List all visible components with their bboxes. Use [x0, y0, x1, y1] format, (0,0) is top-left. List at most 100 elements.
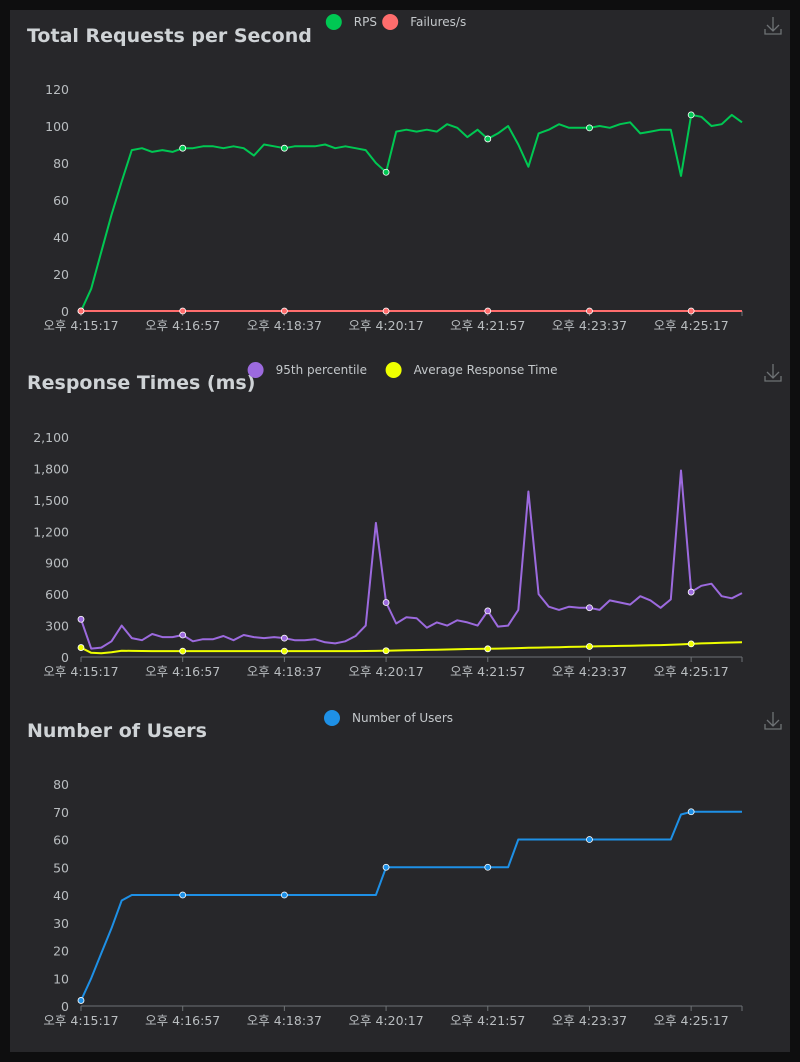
- series-line: [80, 469, 743, 650]
- x-tick-label: 오후 4:23:37: [552, 318, 627, 333]
- chart-title: Total Requests per Second: [27, 25, 312, 47]
- series-rps: [77, 111, 743, 315]
- data-point[interactable]: [280, 647, 288, 655]
- legend-item[interactable]: Failures/s: [382, 14, 466, 30]
- y-tick-label: 300: [45, 619, 69, 634]
- data-point[interactable]: [77, 307, 85, 315]
- x-tick-label: 오후 4:20:17: [348, 664, 423, 679]
- y-tick-label: 0: [61, 304, 69, 319]
- legend-label: RPS: [354, 15, 377, 29]
- legend-item[interactable]: 95th percentile: [247, 362, 367, 378]
- series-average-response-time: [77, 640, 743, 655]
- y-tick-label: 900: [45, 556, 69, 571]
- data-point[interactable]: [484, 307, 492, 315]
- y-tick-label: 2,100: [33, 430, 69, 445]
- y-tick-label: 50: [53, 860, 69, 875]
- y-tick-label: 600: [45, 587, 69, 602]
- x-tick-label: 오후 4:25:17: [654, 1013, 729, 1028]
- data-point[interactable]: [586, 836, 593, 843]
- data-point[interactable]: [280, 634, 288, 642]
- legend-label: Number of Users: [352, 711, 453, 725]
- x-tick-label: 오후 4:20:17: [348, 1013, 423, 1028]
- download-icon[interactable]: [764, 364, 782, 382]
- data-point[interactable]: [382, 168, 390, 176]
- legend-item[interactable]: Number of Users: [324, 710, 453, 726]
- chart-1: Response Times (ms) 95th percentile Averag…: [27, 362, 782, 679]
- x-tick-label: 오후 4:21:57: [450, 1013, 525, 1028]
- data-point[interactable]: [484, 607, 492, 615]
- data-point[interactable]: [687, 808, 695, 816]
- chart-title: Number of Users: [27, 720, 207, 742]
- legend-marker: [385, 362, 402, 378]
- x-tick-label: 오후 4:16:57: [145, 1013, 220, 1028]
- y-tick-label: 20: [53, 267, 69, 282]
- y-tick-label: 30: [53, 916, 69, 931]
- y-tick-label: 60: [53, 833, 69, 848]
- x-tick-label: 오후 4:20:17: [348, 318, 423, 333]
- download-icon[interactable]: [764, 17, 782, 35]
- data-point[interactable]: [382, 599, 390, 606]
- data-point[interactable]: [179, 307, 187, 315]
- data-point[interactable]: [687, 640, 695, 648]
- data-point[interactable]: [687, 307, 695, 315]
- legend-item[interactable]: Average Response Time: [385, 362, 558, 378]
- data-point[interactable]: [586, 124, 593, 132]
- series-number-of-users: [77, 808, 742, 1004]
- data-point[interactable]: [179, 891, 187, 899]
- legend-label: 95th percentile: [276, 363, 367, 377]
- y-tick-label: 40: [53, 888, 69, 903]
- x-tick-label: 오후 4:18:37: [247, 664, 322, 679]
- series-line: [80, 810, 742, 1001]
- series-line: [80, 113, 743, 312]
- x-tick-label: 오후 4:16:57: [145, 664, 220, 679]
- x-tick-label: 오후 4:25:17: [654, 318, 729, 333]
- data-point[interactable]: [382, 647, 390, 655]
- data-point[interactable]: [280, 144, 288, 152]
- x-tick-label: 오후 4:21:57: [450, 664, 525, 679]
- data-point[interactable]: [382, 307, 390, 315]
- legend-label: Average Response Time: [414, 363, 558, 377]
- data-point[interactable]: [77, 644, 85, 651]
- y-tick-label: 1,800: [33, 461, 69, 476]
- y-tick-label: 120: [45, 82, 69, 97]
- data-point[interactable]: [687, 111, 695, 119]
- legend-marker: [382, 14, 399, 30]
- y-tick-label: 70: [53, 805, 69, 820]
- series-failures-s: [77, 307, 742, 315]
- data-point[interactable]: [484, 645, 492, 653]
- legend-label: Failures/s: [410, 15, 466, 29]
- data-point[interactable]: [179, 144, 187, 152]
- series-line: [80, 641, 743, 655]
- y-tick-label: 1,500: [33, 493, 69, 508]
- charts-panel: [10, 10, 790, 1052]
- data-point[interactable]: [687, 588, 695, 596]
- legend-marker: [325, 14, 342, 30]
- data-point[interactable]: [484, 135, 492, 143]
- chart-title: Response Times (ms): [27, 372, 255, 394]
- data-point[interactable]: [382, 863, 390, 871]
- y-tick-label: 0: [61, 999, 69, 1014]
- y-tick-label: 10: [53, 971, 69, 986]
- legend-marker: [324, 710, 340, 726]
- x-tick-label: 오후 4:23:37: [552, 1013, 627, 1028]
- x-tick-label: 오후 4:16:57: [145, 318, 220, 333]
- data-point[interactable]: [77, 997, 85, 1004]
- chart-2: Number of Users Number of Users 0 10 20 30 40 5…: [27, 710, 782, 1028]
- x-tick-label: 오후 4:15:17: [43, 664, 118, 679]
- data-point[interactable]: [586, 604, 593, 612]
- data-point[interactable]: [77, 615, 85, 623]
- data-point[interactable]: [280, 307, 288, 315]
- data-point[interactable]: [586, 643, 593, 650]
- download-icon[interactable]: [764, 712, 782, 730]
- data-point[interactable]: [280, 891, 288, 899]
- x-tick-label: 오후 4:23:37: [552, 664, 627, 679]
- y-tick-label: 80: [53, 156, 69, 171]
- x-tick-label: 오후 4:18:37: [247, 1013, 322, 1028]
- y-tick-label: 80: [53, 777, 69, 792]
- data-point[interactable]: [586, 307, 593, 315]
- data-point[interactable]: [484, 863, 492, 871]
- legend-item[interactable]: RPS: [325, 14, 377, 30]
- data-point[interactable]: [179, 631, 187, 639]
- x-tick-label: 오후 4:15:17: [43, 1013, 118, 1028]
- data-point[interactable]: [179, 647, 187, 655]
